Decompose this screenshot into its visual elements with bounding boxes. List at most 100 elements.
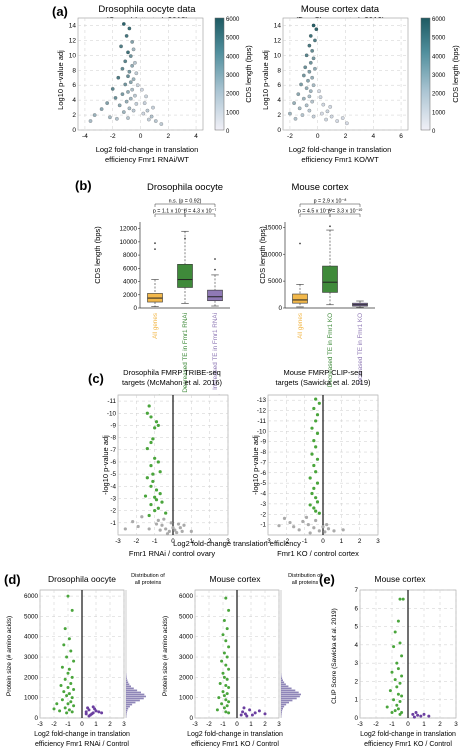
colorbar-right-ticks: 6000 5000 4000 3000 2000 1000 0 xyxy=(432,17,446,135)
data-point-purple xyxy=(257,709,261,713)
panel-b: (b) Drosophila oocyte Mouse cortex CDS l… xyxy=(75,178,375,393)
distribution-bar xyxy=(281,687,292,690)
x-tick-label: 3 xyxy=(277,721,281,728)
data-point-gray xyxy=(173,528,177,532)
y-tick-label: 5 xyxy=(354,624,358,631)
data-point-green xyxy=(312,439,316,443)
panel-c-right-xlabel-2: Fmr1 KO / control cortex xyxy=(277,549,359,558)
x-tick-label: 0 xyxy=(321,538,325,545)
colorbar-tick-label: 5000 xyxy=(432,36,446,42)
category-label: Decreased TE in Fmr1 KO xyxy=(327,313,334,387)
y-tick-label: 12 xyxy=(274,37,282,44)
y-tick-label: -10 xyxy=(257,428,267,435)
data-point-gray xyxy=(169,521,173,525)
data-point-green xyxy=(401,597,405,601)
distribution-bar xyxy=(281,707,283,710)
colorbar-tick-label: 3000 xyxy=(226,73,240,79)
distribution-bar xyxy=(281,683,286,686)
colorbar-tick-label: 0 xyxy=(226,129,230,135)
data-point xyxy=(128,54,133,58)
data-point xyxy=(116,75,121,80)
plot-a-right: -2 0 2 4 6 0 2 4 6 8 10 12 14 xyxy=(274,17,409,140)
data-point xyxy=(307,43,312,48)
panel-c-left-title-1: Drosophila FMRP TRIBE-seq xyxy=(123,368,221,377)
data-point-green xyxy=(392,645,396,649)
data-point-green xyxy=(149,464,153,468)
data-point-green xyxy=(153,426,157,430)
panel-c-left-xlabel-2: Fmr1 RNAi / control ovary xyxy=(129,549,216,558)
data-point xyxy=(324,117,328,122)
colorbar-right xyxy=(420,17,431,131)
panel-d-left-ylabel: Protein size (# amino acids) xyxy=(6,616,13,696)
data-point-purple xyxy=(422,712,426,716)
data-point-green xyxy=(221,671,225,675)
data-point-green xyxy=(66,702,70,706)
panel-d-left-xlabel-2: efficiency Fmr1 RNAi / Control xyxy=(35,741,129,748)
panel-d-letter: (d) xyxy=(4,572,21,587)
data-point-gray xyxy=(154,522,159,526)
y-tick-label: 5000 xyxy=(24,613,39,620)
x-tick-label: 3 xyxy=(226,538,230,545)
colorbar-left-label: CDS length (bps) xyxy=(244,45,253,103)
data-point-green xyxy=(145,476,149,480)
data-point xyxy=(307,108,312,113)
panel-d-left-dist-1: Distribution of xyxy=(131,573,165,579)
data-point xyxy=(133,93,137,98)
data-point-green xyxy=(220,702,224,706)
outlier-point xyxy=(329,225,331,228)
data-point xyxy=(313,38,317,43)
data-point xyxy=(345,121,349,126)
data-point xyxy=(124,99,129,104)
data-point-green xyxy=(67,692,71,696)
x-tick-label: 0 xyxy=(316,133,320,140)
y-tick-label: -3 xyxy=(260,501,266,508)
significance-label: p = 1.1 x 10⁻¹⁷ xyxy=(153,209,187,215)
distribution-bar xyxy=(281,677,283,679)
data-point-gray xyxy=(306,523,310,527)
panel-a-right-title: Mouse cortex data xyxy=(301,4,380,15)
data-point xyxy=(141,111,146,116)
y-tick-label: 10000 xyxy=(119,239,137,246)
x-tick-label: -3 xyxy=(357,721,363,728)
y-tick-label: -2 xyxy=(260,511,266,518)
x-tick-label: 0 xyxy=(171,538,175,545)
data-point xyxy=(135,83,140,88)
panel-a-letter: (a) xyxy=(52,4,68,19)
data-point xyxy=(318,95,323,99)
data-point-green xyxy=(218,681,222,685)
data-point xyxy=(88,119,93,123)
x-tick-label: 1 xyxy=(249,721,253,728)
y-tick-label: -6 xyxy=(110,459,116,466)
data-point-green xyxy=(58,709,62,713)
data-point xyxy=(296,92,301,96)
panel-d-left-xlabel-1: Log2 fold-change in translation xyxy=(34,731,130,738)
box xyxy=(207,289,223,302)
data-point xyxy=(302,73,306,78)
distribution-bar xyxy=(126,697,144,700)
data-point-green xyxy=(396,692,400,696)
panel-d-right-title: Mouse cortex xyxy=(209,574,261,584)
distribution-bar xyxy=(126,677,127,679)
y-tick-label: 4000 xyxy=(179,634,194,641)
panel-c-right-ylabel: -log10 p-value adj xyxy=(251,435,260,495)
x-tick-label: 2 xyxy=(208,538,212,545)
data-point-green xyxy=(225,655,229,659)
y-tick-label: 10000 xyxy=(264,251,282,258)
panel-e: (e) Mouse cortex CLIP Score (Sawicka et … xyxy=(319,572,458,748)
y-tick-label: 12000 xyxy=(119,226,137,233)
data-point-green xyxy=(224,710,228,714)
significance-bracket xyxy=(154,203,216,207)
data-point-green xyxy=(69,700,73,704)
data-point-green xyxy=(158,492,162,496)
y-tick-label: 6000 xyxy=(123,265,138,272)
data-point-green xyxy=(164,511,168,515)
data-point xyxy=(131,77,136,82)
distribution-bar xyxy=(126,683,130,686)
data-point-purple xyxy=(412,715,416,719)
panel-a-left-title: Drosophila oocyte data xyxy=(98,4,196,15)
x-tick-label: 2 xyxy=(108,721,112,728)
panel-c-right-title-2: targets (Sawicka et al. 2019) xyxy=(275,378,371,387)
data-point-green xyxy=(385,705,389,709)
panel-c-left-ylabel: -log10 p-value adj xyxy=(101,435,110,495)
y-tick-label: 4 xyxy=(277,97,281,104)
